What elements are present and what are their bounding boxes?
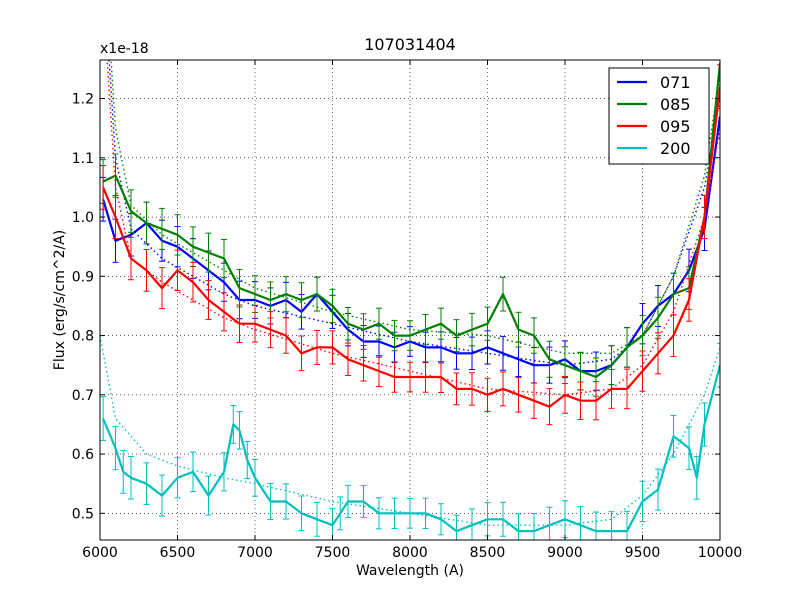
y-tick-labels: 0.5 0.6 0.7 0.8 0.9 1.0 1.1 1.2	[72, 92, 94, 523]
series-line-200	[102, 364, 720, 533]
plot-area	[100, 60, 720, 540]
y-tick-label: 0.8	[72, 329, 94, 345]
y-offset-label: x1e-18	[100, 41, 149, 57]
x-tick-label: 7000	[237, 545, 273, 561]
y-tick-label: 0.9	[72, 269, 94, 285]
x-tick-label: 8000	[392, 545, 428, 561]
x-tick-labels: 6000 6500 7000 7500 8000 8500 9000 9500 10000	[82, 545, 742, 561]
x-tick-label: 6000	[82, 545, 118, 561]
error-bar-200	[717, 342, 720, 388]
series-200	[100, 335, 720, 540]
legend-label: 095	[660, 117, 691, 136]
legend: 071 085 095 200	[608, 67, 710, 165]
chart-title: 107031404	[364, 35, 456, 54]
legend-item-200: 200	[617, 139, 691, 158]
y-tick-label: 0.6	[72, 447, 94, 463]
y-tick-label: 1.0	[72, 210, 94, 226]
legend-label: 085	[660, 95, 691, 114]
x-tick-label: 9500	[625, 545, 661, 561]
x-tick-label: 10000	[698, 545, 743, 561]
series-line-095	[102, 86, 720, 408]
x-tick-label: 7500	[315, 545, 351, 561]
x-axis-label: Wavelength (A)	[356, 563, 464, 579]
model-curve-071	[108, 60, 720, 366]
y-tick-label: 0.7	[72, 388, 94, 404]
series-095	[100, 60, 720, 426]
legend-label: 200	[660, 139, 691, 158]
x-tick-label: 8500	[470, 545, 506, 561]
legend-label: 071	[660, 73, 691, 92]
y-axis-label: Flux (erg/s/cm^2/A)	[52, 230, 68, 370]
legend-item-085: 085	[617, 95, 691, 114]
series-line-085	[102, 62, 720, 379]
y-tick-label: 1.2	[72, 92, 94, 108]
legend-item-071: 071	[617, 73, 691, 92]
ticks	[99, 60, 721, 540]
y-tick-label: 0.5	[72, 506, 94, 522]
x-tick-label: 9000	[547, 545, 583, 561]
legend-item-095: 095	[617, 117, 691, 136]
y-tick-label: 1.1	[72, 151, 94, 167]
x-tick-label: 6500	[160, 545, 196, 561]
